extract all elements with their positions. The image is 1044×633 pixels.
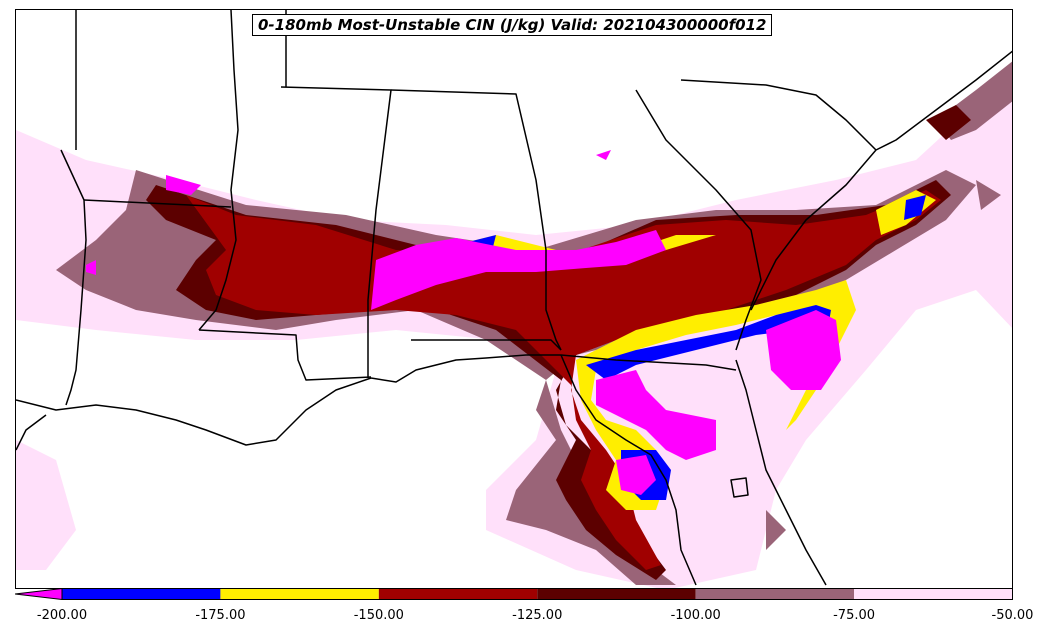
- colorbar-tick-label: -75.00: [833, 608, 876, 623]
- nc-coast: [875, 50, 1012, 151]
- map-title: 0-180mb Most-Unstable CIN (J/kg) Valid: …: [252, 14, 773, 36]
- colorbar-tick-label: -50.00: [991, 608, 1034, 623]
- colorbar-bin: [62, 588, 221, 600]
- map-panel: 0-180mb Most-Unstable CIN (J/kg) Valid: …: [15, 9, 1013, 589]
- cin-band-magenta: [86, 150, 841, 495]
- colorbar-bin: [854, 588, 1013, 600]
- sc-coast: [750, 149, 877, 311]
- gulf-coast-la: [16, 377, 372, 446]
- al-ga-border: [390, 89, 562, 351]
- colorbar-bin: [695, 588, 855, 600]
- tx-coast: [16, 414, 47, 451]
- ms-river: [198, 10, 239, 331]
- colorbar-bins: [15, 588, 1013, 600]
- ga-sc-border: [635, 89, 762, 351]
- ms-al-border: [280, 86, 392, 378]
- colorbar-tick-label: -125.00: [512, 608, 563, 623]
- lake-okeechobee: [730, 477, 749, 498]
- colorbar-bin: [378, 588, 538, 600]
- gulf-coast-al: [370, 354, 561, 383]
- colorbar-tick-label: -100.00: [670, 608, 721, 623]
- colorbar-tick-labels: -200.00 -175.00 -150.00 -125.00 -100.00 -75.0…: [0, 608, 1044, 628]
- colorbar-tick-label: -200.00: [36, 608, 88, 623]
- ar-la-border: [83, 199, 232, 208]
- fl-east-coast: [735, 359, 827, 586]
- colorbar-tick-label: -150.00: [353, 608, 404, 623]
- la-ms-border: [198, 329, 372, 381]
- boundaries: [16, 10, 1012, 586]
- colorbar-bin: [537, 588, 696, 600]
- sc-nc-border: [680, 79, 877, 151]
- fl-west-coast: [560, 354, 697, 586]
- al-fl-border: [411, 339, 562, 351]
- colorbar-tick-label: -175.00: [195, 608, 246, 623]
- colorbar: [15, 588, 1013, 600]
- cin-map: [16, 10, 1012, 588]
- colorbar-outline: [61, 588, 1013, 600]
- ga-fl-border: [560, 354, 737, 371]
- colorbar-extension: [15, 588, 63, 600]
- colorbar-bin: [220, 588, 379, 600]
